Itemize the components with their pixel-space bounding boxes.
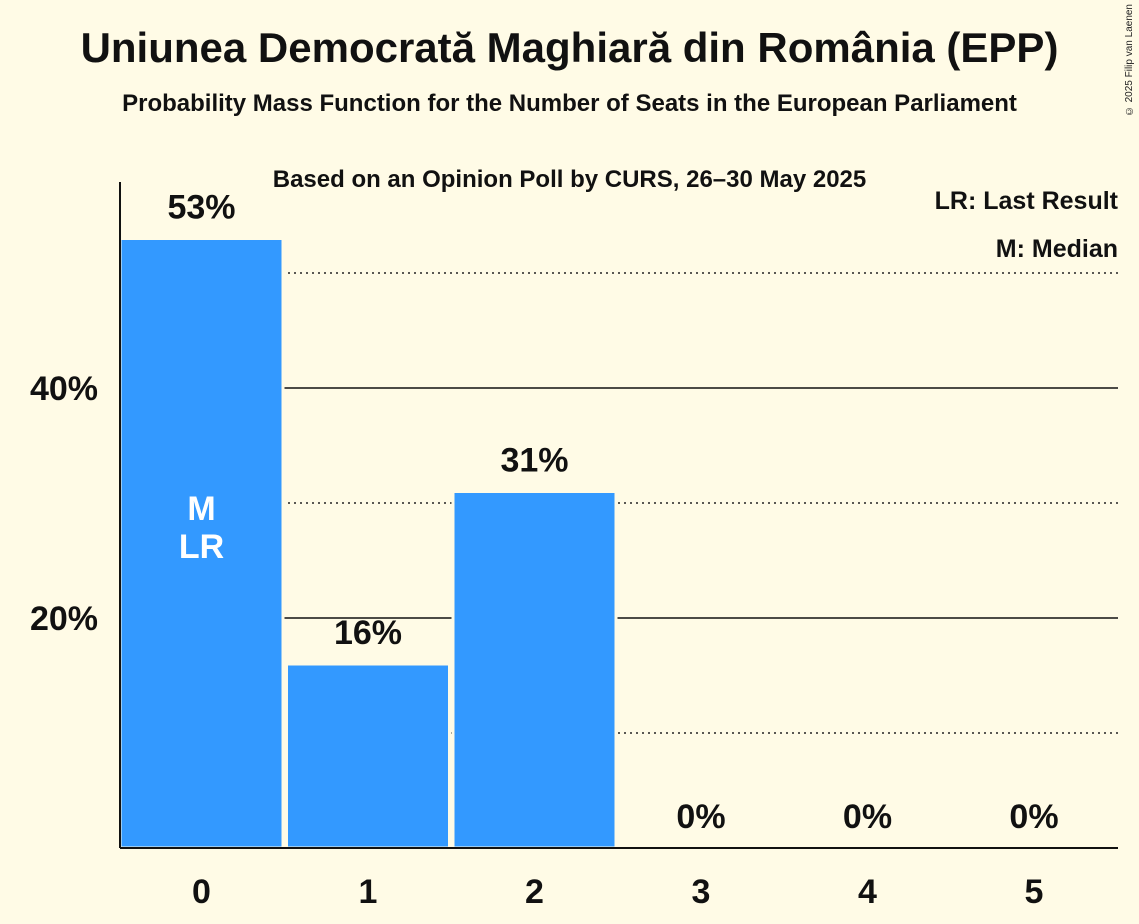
legend-median: M: Median [996, 235, 1118, 263]
bar-marker-label: M [187, 490, 215, 528]
x-tick-label: 5 [1025, 873, 1044, 911]
bar-marker-label: LR [179, 528, 224, 566]
y-tick-label: 20% [30, 600, 98, 638]
axes: 20% 40% 0 1 2 3 4 5 [30, 182, 1118, 911]
bar [285, 662, 451, 850]
value-label: 0% [843, 798, 892, 836]
x-tick-label: 2 [525, 873, 544, 911]
chart-subtitle: Probability Mass Function for the Number… [122, 90, 1017, 117]
x-tick-label: 1 [359, 873, 378, 911]
value-label: 31% [500, 442, 568, 480]
bar [118, 237, 285, 850]
value-label: 53% [167, 189, 235, 227]
value-label: 16% [334, 614, 402, 652]
chart-title: Uniunea Democrată Maghiară din România (… [80, 24, 1059, 71]
chart-source: Based on an Opinion Poll by CURS, 26–30 … [272, 166, 867, 193]
value-label: 0% [1009, 798, 1058, 836]
bar [451, 490, 618, 850]
x-tick-label: 4 [858, 873, 877, 911]
y-tick-label: 40% [30, 370, 98, 408]
gridlines [120, 272, 1118, 734]
legend-last-result: LR: Last Result [935, 187, 1119, 215]
value-labels: 53% 16% 31% 0% 0% 0% MLR [167, 189, 1058, 837]
x-tick-label: 3 [692, 873, 711, 911]
bars [118, 237, 618, 850]
value-label: 0% [676, 798, 725, 836]
x-tick-label: 0 [192, 873, 211, 911]
